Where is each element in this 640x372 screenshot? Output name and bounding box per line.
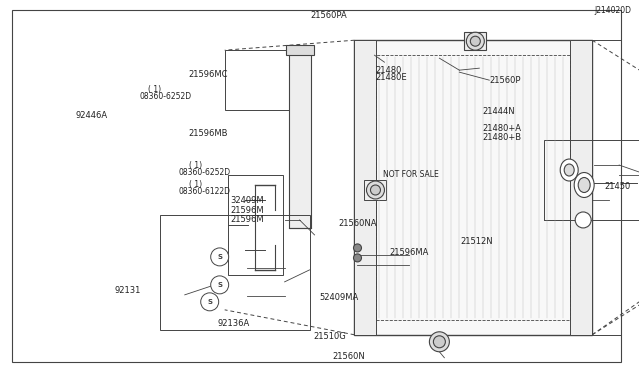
Bar	[355, 40, 592, 335]
Ellipse shape	[578, 177, 590, 192]
Bar	[376, 55, 570, 320]
Bar	[228, 175, 283, 275]
Circle shape	[467, 32, 484, 50]
Circle shape	[211, 248, 228, 266]
Text: 08360-6252D: 08360-6252D	[140, 92, 191, 100]
Ellipse shape	[564, 164, 574, 176]
Text: NOT FOR SALE: NOT FOR SALE	[383, 170, 439, 179]
Bar	[160, 215, 310, 330]
Text: 08360-6252D: 08360-6252D	[179, 168, 231, 177]
Text: 92446A: 92446A	[76, 111, 108, 120]
Text: 21596M: 21596M	[230, 215, 264, 224]
Circle shape	[353, 244, 362, 252]
Text: 21512N: 21512N	[460, 237, 493, 246]
Text: 52409MA: 52409MA	[319, 293, 359, 302]
Bar	[289, 48, 310, 228]
Text: 21480: 21480	[376, 66, 402, 76]
Circle shape	[211, 276, 228, 294]
Text: 21480E: 21480E	[376, 73, 408, 82]
Text: J214020D: J214020D	[595, 6, 631, 15]
Circle shape	[575, 212, 591, 228]
Text: 21510G: 21510G	[313, 332, 346, 341]
Text: S: S	[217, 254, 222, 260]
Text: 21480+B: 21480+B	[483, 133, 522, 142]
Text: 21596MA: 21596MA	[390, 248, 429, 257]
Bar	[465, 32, 486, 50]
Bar	[355, 40, 376, 335]
Circle shape	[433, 336, 445, 348]
Circle shape	[353, 254, 362, 262]
Text: 21596MB: 21596MB	[189, 129, 228, 138]
Text: 92131: 92131	[114, 286, 141, 295]
Circle shape	[371, 185, 380, 195]
Text: ( 1): ( 1)	[189, 161, 202, 170]
Text: 92136A: 92136A	[218, 319, 250, 328]
Text: S: S	[217, 282, 222, 288]
Text: ( 1): ( 1)	[148, 85, 161, 94]
Text: 21560PA: 21560PA	[310, 11, 347, 20]
Circle shape	[201, 293, 219, 311]
Bar	[225, 50, 305, 110]
Circle shape	[367, 181, 385, 199]
Circle shape	[470, 36, 481, 46]
Text: ( 1): ( 1)	[189, 180, 202, 189]
Text: 21450: 21450	[604, 182, 630, 190]
Ellipse shape	[560, 159, 578, 181]
Bar	[285, 45, 314, 55]
Text: 21560N: 21560N	[332, 352, 365, 360]
Bar	[544, 140, 640, 220]
Text: 21596MC: 21596MC	[189, 70, 228, 79]
Text: S: S	[207, 299, 212, 305]
Circle shape	[429, 332, 449, 352]
Text: 32409M: 32409M	[230, 196, 264, 205]
Text: 21444N: 21444N	[483, 107, 515, 116]
Bar	[570, 40, 592, 335]
Ellipse shape	[574, 173, 594, 198]
Text: 21596M: 21596M	[230, 206, 264, 215]
Text: 21480+A: 21480+A	[483, 124, 522, 133]
Text: 21560P: 21560P	[489, 76, 520, 84]
Bar	[365, 180, 387, 200]
Text: 21560NA: 21560NA	[339, 219, 377, 228]
Text: 08360-6122D: 08360-6122D	[179, 187, 231, 196]
